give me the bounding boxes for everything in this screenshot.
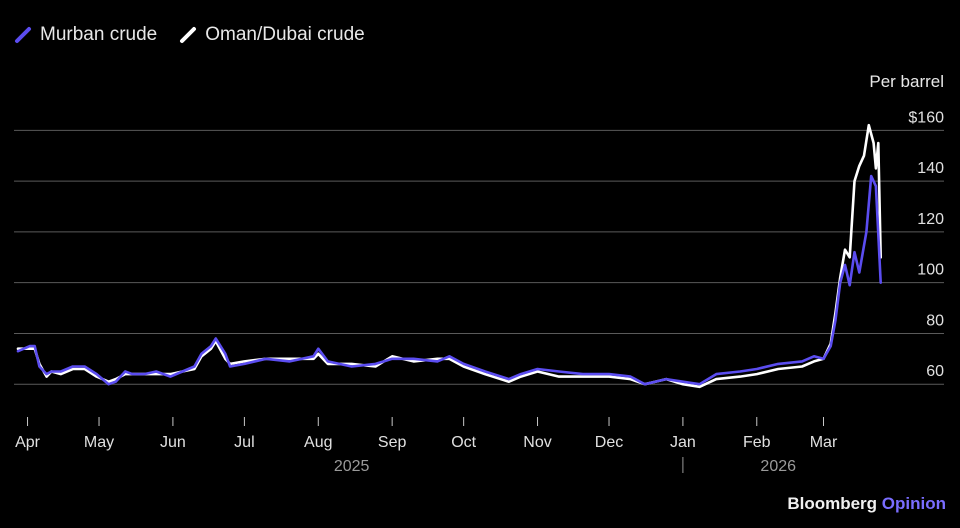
x-tick-label: Jul <box>234 434 254 451</box>
x-tick-label: Mar <box>810 434 838 451</box>
y-tick-label: 120 <box>917 211 944 228</box>
x-tick-label: Oct <box>451 434 476 451</box>
x-tick-label: Apr <box>15 434 41 451</box>
x-tick-label: Sep <box>378 434 407 451</box>
unit-line1: Per barrel <box>869 72 944 91</box>
legend: Murban crude Oman/Dubai crude <box>14 24 365 46</box>
x-tick-label: Jan <box>670 434 696 451</box>
x-tick-label: Jun <box>160 434 186 451</box>
x-tick-label: Nov <box>523 434 551 451</box>
legend-item-oman: Oman/Dubai crude <box>179 24 365 46</box>
year-label: 2026 <box>760 458 796 475</box>
murban-swatch-icon <box>15 27 31 43</box>
credit-brand: Bloomberg <box>787 494 878 513</box>
x-tick-label: Feb <box>743 434 771 451</box>
x-tick-label: May <box>84 434 114 451</box>
legend-label-murban: Murban crude <box>40 24 158 45</box>
murban-crude-line <box>16 174 882 386</box>
oman-dubai-crude-line <box>16 123 882 389</box>
x-axis: Apr May Jun Jul Aug Sep Oct Nov Dec Jan Feb Mar 2025… <box>15 417 838 475</box>
credit: Bloomberg Opinion <box>787 494 946 514</box>
oman-swatch-icon <box>180 27 197 43</box>
series-layer <box>16 123 882 389</box>
grid-layer <box>14 129 944 385</box>
y-tick-label: $160 <box>908 109 944 126</box>
y-tick-label: 140 <box>917 160 944 177</box>
y-tick-label: 60 <box>926 363 944 380</box>
y-tick-label: 80 <box>926 312 944 329</box>
legend-item-murban: Murban crude <box>14 24 157 46</box>
x-tick-label: Aug <box>304 434 332 451</box>
y-tick-label: 100 <box>917 262 944 279</box>
unit-label: Per barrel <box>869 70 944 93</box>
legend-label-oman: Oman/Dubai crude <box>205 24 365 45</box>
credit-section: Opinion <box>881 494 946 513</box>
y-axis-labels: 60 80 100 120 140 $160 <box>908 109 944 380</box>
x-tick-label: Dec <box>595 434 623 451</box>
year-label: 2025 <box>334 458 370 475</box>
